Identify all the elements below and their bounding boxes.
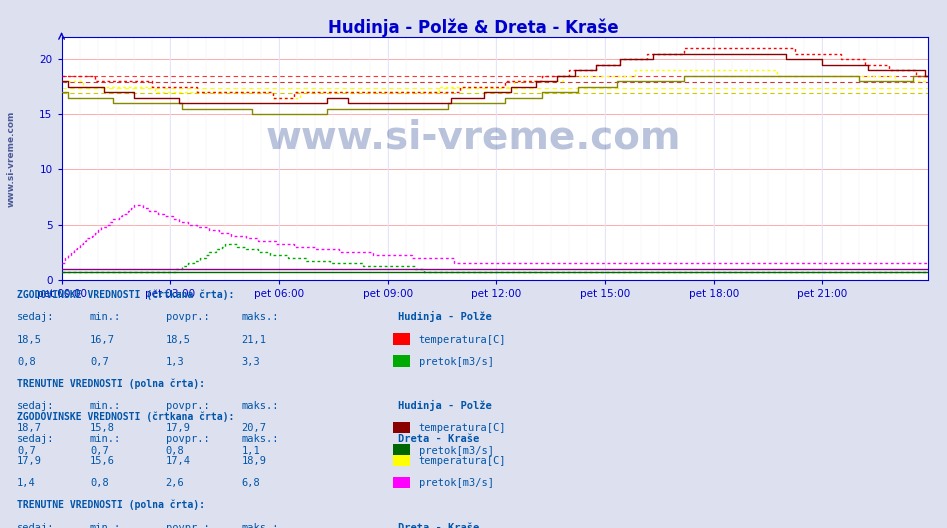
Text: www.si-vreme.com: www.si-vreme.com: [7, 110, 16, 206]
Text: 0,8: 0,8: [166, 446, 185, 456]
Text: 16,7: 16,7: [90, 335, 115, 345]
Text: 0,8: 0,8: [90, 478, 109, 488]
Text: 20,7: 20,7: [241, 423, 266, 433]
Text: 18,9: 18,9: [241, 456, 266, 466]
Text: 0,8: 0,8: [17, 357, 36, 367]
Text: 3,3: 3,3: [241, 357, 260, 367]
Text: maks.:: maks.:: [241, 313, 279, 323]
Text: 17,4: 17,4: [166, 456, 190, 466]
Text: 17,9: 17,9: [17, 456, 42, 466]
Text: min.:: min.:: [90, 434, 121, 444]
Text: sedaj:: sedaj:: [17, 434, 55, 444]
Text: 17,9: 17,9: [166, 423, 190, 433]
Text: 15,6: 15,6: [90, 456, 115, 466]
Text: min.:: min.:: [90, 401, 121, 411]
Text: 6,8: 6,8: [241, 478, 260, 488]
Text: 0,7: 0,7: [90, 446, 109, 456]
Text: 18,7: 18,7: [17, 423, 42, 433]
Text: 15,8: 15,8: [90, 423, 115, 433]
Text: pretok[m3/s]: pretok[m3/s]: [419, 478, 493, 488]
Text: ZGODOVINSKE VREDNOSTI (črtkana črta):: ZGODOVINSKE VREDNOSTI (črtkana črta):: [17, 290, 235, 300]
Text: povpr.:: povpr.:: [166, 523, 209, 528]
Text: Hudinja - Polže: Hudinja - Polže: [398, 400, 491, 411]
Text: www.si-vreme.com: www.si-vreme.com: [266, 118, 681, 156]
Text: pretok[m3/s]: pretok[m3/s]: [419, 446, 493, 456]
Text: sedaj:: sedaj:: [17, 313, 55, 323]
Text: 21,1: 21,1: [241, 335, 266, 345]
Text: maks.:: maks.:: [241, 434, 279, 444]
Text: 1,4: 1,4: [17, 478, 36, 488]
Text: 18,5: 18,5: [166, 335, 190, 345]
Text: 1,3: 1,3: [166, 357, 185, 367]
Text: Hudinja - Polže: Hudinja - Polže: [398, 312, 491, 323]
Text: sedaj:: sedaj:: [17, 523, 55, 528]
Text: min.:: min.:: [90, 523, 121, 528]
Text: min.:: min.:: [90, 313, 121, 323]
Text: TRENUTNE VREDNOSTI (polna črta):: TRENUTNE VREDNOSTI (polna črta):: [17, 379, 205, 389]
Text: 0,7: 0,7: [17, 446, 36, 456]
Text: 1,1: 1,1: [241, 446, 260, 456]
Text: maks.:: maks.:: [241, 401, 279, 411]
Text: temperatura[C]: temperatura[C]: [419, 456, 506, 466]
Text: 18,5: 18,5: [17, 335, 42, 345]
Text: 2,6: 2,6: [166, 478, 185, 488]
Text: Dreta - Kraše: Dreta - Kraše: [398, 523, 479, 528]
Text: TRENUTNE VREDNOSTI (polna črta):: TRENUTNE VREDNOSTI (polna črta):: [17, 500, 205, 511]
Text: maks.:: maks.:: [241, 523, 279, 528]
Text: povpr.:: povpr.:: [166, 313, 209, 323]
Text: Hudinja - Polže & Dreta - Kraše: Hudinja - Polže & Dreta - Kraše: [329, 18, 618, 37]
Text: temperatura[C]: temperatura[C]: [419, 335, 506, 345]
Text: temperatura[C]: temperatura[C]: [419, 423, 506, 433]
Text: povpr.:: povpr.:: [166, 434, 209, 444]
Text: pretok[m3/s]: pretok[m3/s]: [419, 357, 493, 367]
Text: 0,7: 0,7: [90, 357, 109, 367]
Text: povpr.:: povpr.:: [166, 401, 209, 411]
Text: Dreta - Kraše: Dreta - Kraše: [398, 434, 479, 444]
Text: sedaj:: sedaj:: [17, 401, 55, 411]
Text: ZGODOVINSKE VREDNOSTI (črtkana črta):: ZGODOVINSKE VREDNOSTI (črtkana črta):: [17, 411, 235, 422]
